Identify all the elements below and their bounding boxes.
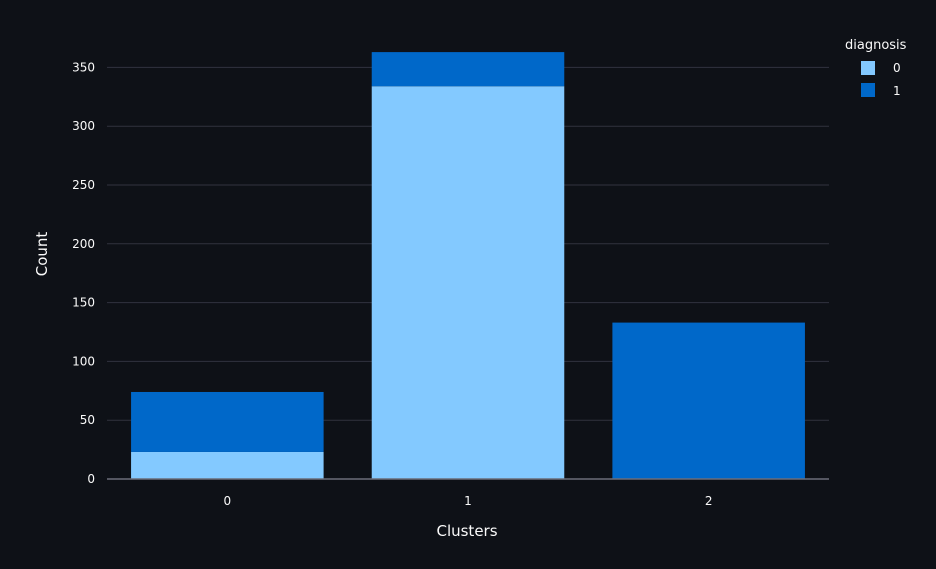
bar-cluster-2-diagnosis-1[interactable]	[612, 322, 805, 479]
x-tick-label: 1	[464, 494, 472, 508]
legend-title: diagnosis	[845, 38, 907, 53]
y-tick-label: 250	[72, 178, 95, 192]
legend-label-0: 0	[893, 61, 901, 75]
y-tick-label: 50	[80, 413, 95, 427]
bars	[131, 52, 805, 479]
legend-swatch-0	[861, 61, 875, 75]
bar-cluster-0-diagnosis-1[interactable]	[131, 391, 324, 452]
legend-item-0[interactable]: 0	[861, 61, 901, 75]
x-tick-label: 0	[224, 494, 232, 508]
y-tick-label: 350	[72, 60, 95, 74]
bar-cluster-0-diagnosis-0[interactable]	[131, 451, 324, 479]
legend-item-1[interactable]: 1	[861, 83, 901, 98]
bar-cluster-1-diagnosis-1[interactable]	[371, 52, 565, 87]
axes: 0 50 100 150 200 250 300 350 0 1 2	[72, 60, 829, 508]
y-tick-label: 150	[72, 296, 95, 310]
legend-swatch-1	[861, 83, 875, 97]
x-tick-label: 2	[705, 494, 713, 508]
x-axis-title: Clusters	[436, 522, 497, 540]
y-tick-label: 0	[87, 472, 95, 486]
legend-label-1: 1	[893, 84, 901, 98]
bar-cluster-1-diagnosis-0[interactable]	[371, 86, 565, 479]
y-tick-label: 200	[72, 237, 95, 251]
y-tick-label: 100	[72, 354, 95, 368]
y-tick-label: 300	[72, 119, 95, 133]
legend: diagnosis 0 1	[845, 38, 907, 98]
y-axis-title: Count	[33, 232, 51, 277]
